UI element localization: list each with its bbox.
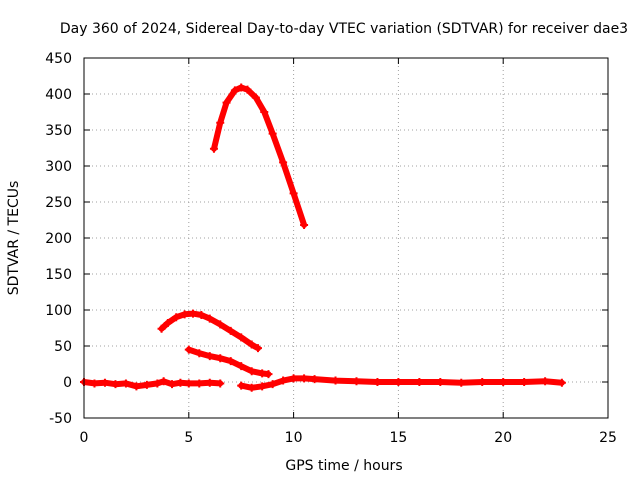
y-tick-label: 150 (45, 267, 72, 283)
data-point-marker (100, 378, 109, 387)
data-point-marker (159, 377, 168, 386)
data-point-marker (268, 380, 277, 389)
data-point-marker (90, 379, 99, 388)
plot-frame (83, 57, 609, 419)
data-point-marker (415, 378, 424, 386)
data-point-marker (247, 383, 256, 392)
data-point-marker (111, 380, 120, 389)
data-point-marker (180, 310, 189, 319)
y-tick-label: 0 (63, 375, 72, 391)
data-point-marker (216, 354, 225, 363)
data-point-marker (253, 344, 262, 353)
data-point-marker (541, 377, 550, 386)
y-tick-labels: -50 0 50 100 150 200 250 300 350 400 450 (45, 51, 72, 427)
data-point-marker (121, 379, 130, 388)
data-point-marker (216, 379, 225, 388)
data-point-marker (172, 313, 181, 322)
data-point-marker (132, 382, 141, 391)
data-point-marker (310, 375, 319, 384)
x-tick-label: 20 (494, 430, 512, 446)
y-tick-label: 450 (45, 51, 72, 67)
data-point-marker (184, 379, 193, 388)
data-point-marker (222, 98, 231, 107)
x-tick-label: 5 (184, 430, 193, 446)
data-point-marker (216, 320, 225, 329)
data-point-marker (264, 370, 273, 379)
data-point-marker (237, 333, 246, 342)
chart-title: Day 360 of 2024, Sidereal Day-to-day VTE… (60, 21, 628, 37)
y-tick-label: -50 (49, 411, 72, 427)
data-point-marker (168, 380, 177, 389)
x-tick-label: 15 (389, 430, 407, 446)
data-point-marker (205, 378, 214, 387)
data-point-marker (289, 189, 298, 198)
data-point-marker (209, 144, 218, 153)
data-point-marker (142, 380, 151, 389)
data-point-marker (163, 318, 172, 327)
data-point-marker (195, 379, 204, 388)
data-point-marker (279, 376, 288, 385)
data-point-marker (436, 378, 445, 386)
data-point-marker (557, 378, 566, 387)
data-point-marker (251, 93, 260, 102)
x-tick-labels: 0 5 10 15 20 25 (80, 430, 617, 446)
data-point-marker (237, 362, 246, 371)
y-tick-label: 100 (45, 303, 72, 319)
data-point-marker (260, 108, 269, 116)
data-point-marker (195, 349, 204, 358)
data-point-marker (184, 345, 193, 354)
data-point-marker (247, 340, 256, 349)
data-point-marker (499, 378, 508, 386)
data-point-marker (226, 357, 235, 366)
data-point-marker (153, 379, 162, 388)
data-point-marker (237, 381, 246, 390)
x-tick-label: 25 (599, 430, 617, 446)
y-tick-label: 400 (45, 87, 72, 103)
data-point-marker (300, 221, 309, 230)
data-point-marker (247, 367, 256, 376)
grid (83, 57, 609, 419)
data-point-marker (226, 326, 235, 335)
data-point-marker (197, 311, 206, 320)
data-point-marker (176, 378, 185, 387)
y-tick-label: 250 (45, 195, 72, 211)
data-point-marker (394, 378, 403, 386)
x-axis-label: GPS time / hours (285, 458, 402, 474)
y-tick-label: 50 (54, 339, 72, 355)
data-point-marker (205, 314, 214, 323)
data-point-marker (457, 378, 466, 387)
data-point-marker (520, 378, 529, 386)
y-axis-label: SDTVAR / TECUs (6, 181, 22, 296)
data-point-marker (216, 118, 225, 127)
data-point-marker (243, 85, 252, 94)
series-baseline-2 (238, 375, 565, 391)
series-layer (80, 83, 566, 392)
series-arc-high (211, 84, 308, 228)
x-tick-label: 0 (80, 430, 89, 446)
data-point-marker (289, 374, 298, 383)
x-tick-label: 10 (285, 430, 303, 446)
y-tick-label: 300 (45, 159, 72, 175)
data-point-marker (230, 86, 239, 95)
data-point-marker (205, 352, 214, 361)
data-point-marker (188, 309, 197, 318)
data-point-marker (300, 374, 309, 383)
data-point-marker (279, 158, 288, 167)
data-point-marker (331, 376, 340, 385)
data-point-marker (478, 378, 487, 386)
y-tick-label: 200 (45, 231, 72, 247)
data-point-marker (237, 83, 246, 92)
data-point-marker (268, 129, 277, 138)
data-point-marker (373, 378, 382, 386)
data-point-marker (258, 382, 267, 391)
y-tick-label: 350 (45, 123, 72, 139)
data-point-marker (352, 377, 361, 386)
data-point-marker (157, 324, 166, 333)
